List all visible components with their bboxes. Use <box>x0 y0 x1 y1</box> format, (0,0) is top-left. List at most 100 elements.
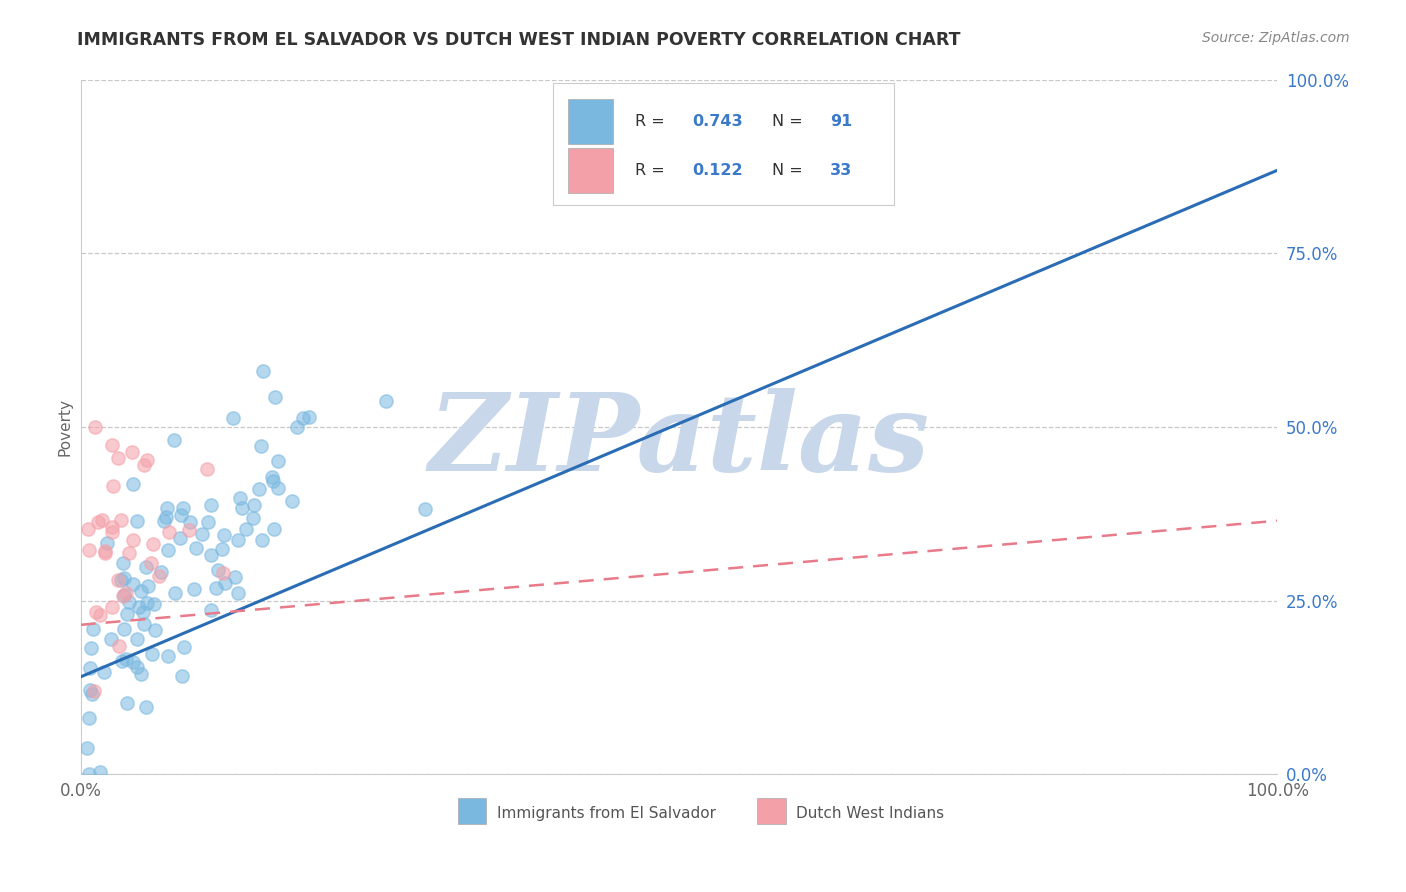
Point <box>132 617 155 632</box>
Point <box>108 640 131 654</box>
Point <box>103 479 125 493</box>
Point <box>129 667 152 681</box>
Point <box>127 659 149 673</box>
Point <box>226 533 249 548</box>
Point <box>115 586 138 600</box>
Point <box>100 438 122 452</box>
Point <box>242 498 264 512</box>
Point <box>87 515 110 529</box>
Point <box>179 515 201 529</box>
Point <box>141 537 163 551</box>
Point <box>84 420 107 434</box>
Point <box>107 574 129 588</box>
Point <box>125 632 148 647</box>
Point <box>374 394 396 409</box>
Point <box>212 528 235 542</box>
Point <box>83 683 105 698</box>
Point <box>155 510 177 524</box>
Point <box>96 535 118 549</box>
Point <box>224 570 246 584</box>
Text: N =: N = <box>772 114 808 129</box>
Point <box>214 575 236 590</box>
Point <box>111 654 134 668</box>
Point <box>82 687 104 701</box>
Point <box>76 741 98 756</box>
Point <box>121 656 143 670</box>
Point <box>207 563 229 577</box>
Point <box>266 454 288 468</box>
Point <box>148 569 170 583</box>
Point <box>200 498 222 512</box>
Point <box>156 543 179 558</box>
Point <box>79 661 101 675</box>
Point <box>100 520 122 534</box>
Point <box>222 410 245 425</box>
Point <box>122 476 145 491</box>
Point <box>249 482 271 496</box>
Text: 0.743: 0.743 <box>692 114 742 129</box>
Text: R =: R = <box>634 162 669 178</box>
Point <box>112 622 135 636</box>
Point <box>143 597 166 611</box>
Point <box>252 364 274 378</box>
Point <box>84 605 107 619</box>
Point <box>136 453 159 467</box>
FancyBboxPatch shape <box>554 84 894 205</box>
Point <box>89 764 111 779</box>
Text: 0.122: 0.122 <box>692 162 742 178</box>
Point <box>93 665 115 679</box>
Point <box>163 585 186 599</box>
Point <box>262 474 284 488</box>
Point <box>170 508 193 522</box>
Point <box>125 514 148 528</box>
Point <box>145 624 167 638</box>
Point <box>110 513 132 527</box>
Point <box>292 410 315 425</box>
Point <box>153 514 176 528</box>
Point <box>135 699 157 714</box>
Text: IMMIGRANTS FROM EL SALVADOR VS DUTCH WEST INDIAN POVERTY CORRELATION CHART: IMMIGRANTS FROM EL SALVADOR VS DUTCH WES… <box>77 31 960 49</box>
Point <box>100 525 122 540</box>
Point <box>266 481 288 495</box>
Point <box>235 522 257 536</box>
Point <box>141 647 163 661</box>
Point <box>135 560 157 574</box>
Point <box>200 549 222 563</box>
Point <box>82 622 104 636</box>
Point <box>169 532 191 546</box>
Point <box>200 603 222 617</box>
Point <box>211 542 233 557</box>
Point <box>298 410 321 425</box>
Point <box>163 434 186 448</box>
Text: 91: 91 <box>830 114 852 129</box>
Point <box>260 470 283 484</box>
Point <box>77 711 100 725</box>
Point <box>107 450 129 465</box>
Text: N =: N = <box>772 162 808 178</box>
Point <box>173 640 195 655</box>
Point <box>136 579 159 593</box>
Point <box>285 420 308 434</box>
Point <box>184 541 207 555</box>
Point <box>112 571 135 585</box>
Point <box>115 696 138 710</box>
Point <box>77 767 100 781</box>
Point <box>183 582 205 597</box>
Point <box>121 533 143 547</box>
Point <box>242 510 264 524</box>
Point <box>79 683 101 698</box>
Point <box>197 461 219 475</box>
Point <box>112 556 135 570</box>
Text: Source: ZipAtlas.com: Source: ZipAtlas.com <box>1202 31 1350 45</box>
Y-axis label: Poverty: Poverty <box>58 398 72 456</box>
Text: ZIPatlas: ZIPatlas <box>429 388 929 494</box>
Point <box>110 573 132 587</box>
Point <box>77 542 100 557</box>
Point <box>129 584 152 599</box>
Point <box>170 668 193 682</box>
Point <box>115 607 138 621</box>
Point <box>156 500 179 515</box>
Point <box>250 439 273 453</box>
FancyBboxPatch shape <box>458 797 486 824</box>
Point <box>190 526 212 541</box>
